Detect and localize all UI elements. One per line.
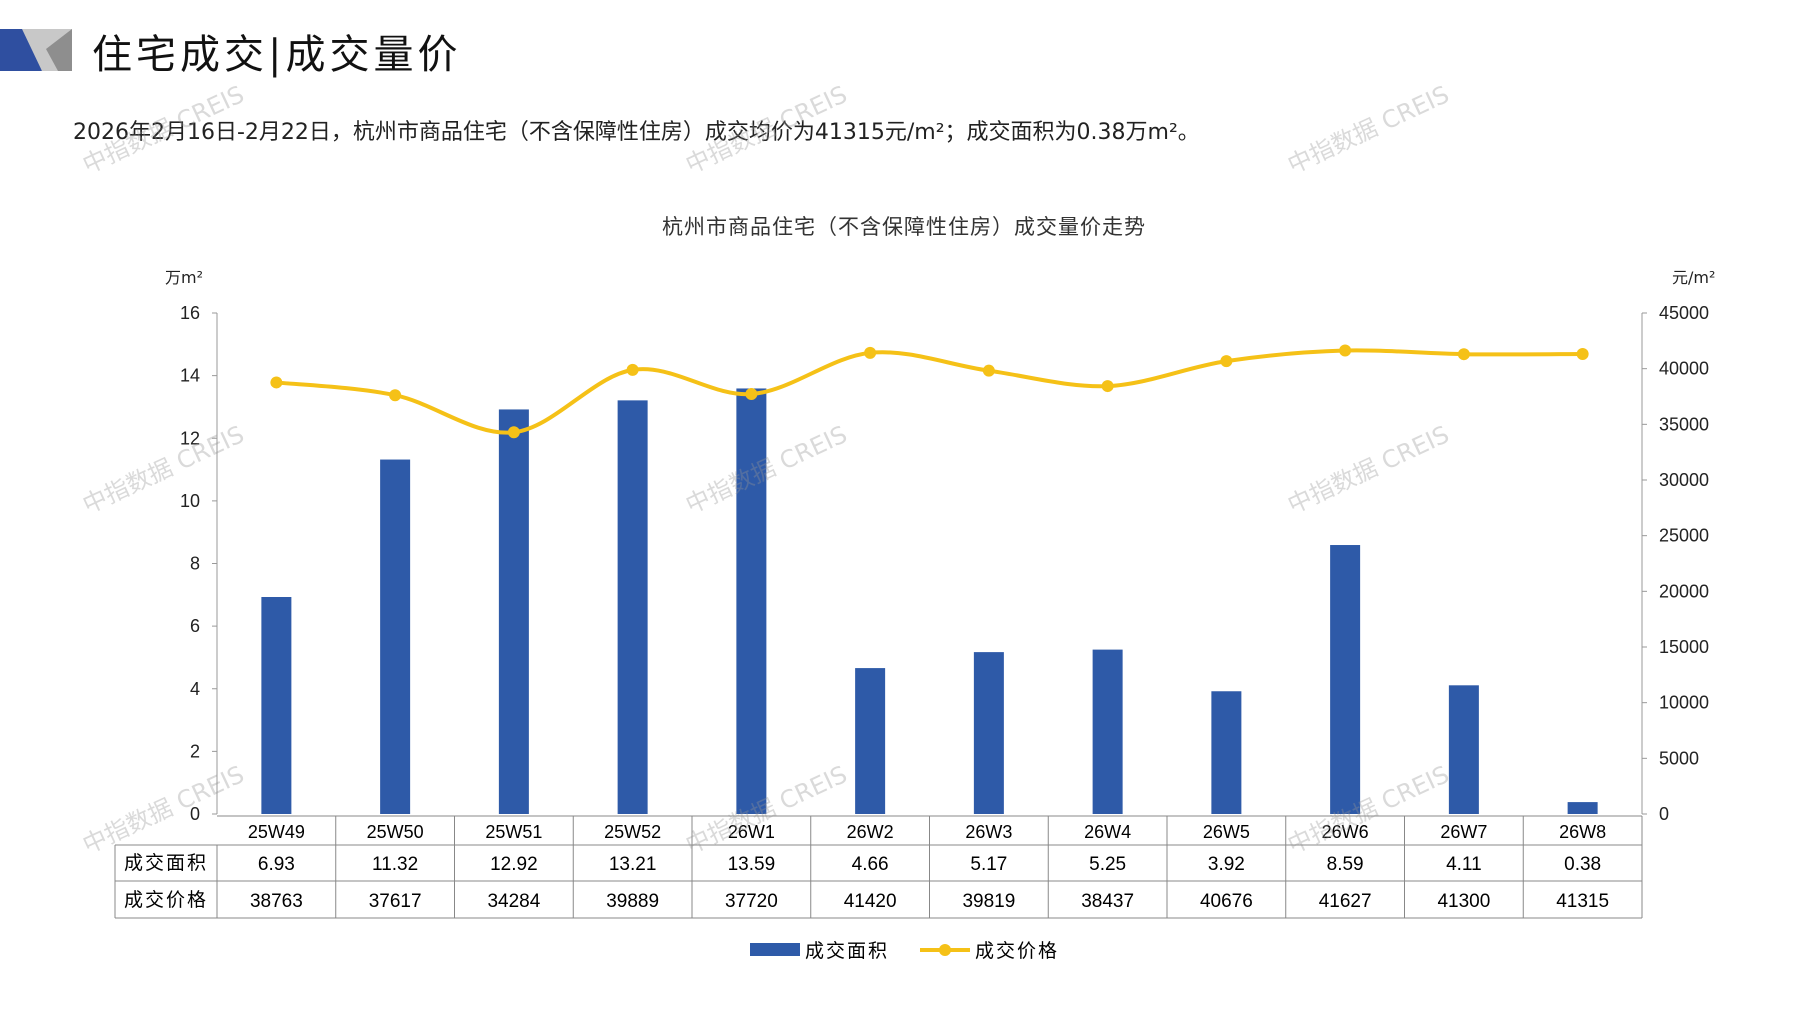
right-axis-unit: 元/m² [1672,268,1716,287]
area-value: 13.21 [609,854,657,875]
right-tick-label: 10000 [1659,693,1709,713]
area-value: 13.59 [728,854,776,875]
price-value: 40676 [1200,891,1253,912]
price-value: 39889 [606,891,659,912]
price-value: 37617 [369,891,422,912]
left-tick-label: 10 [180,491,200,511]
bar-25W50 [380,459,411,814]
table-row-label-price: 成交价格 [124,889,208,911]
category-label: 26W8 [1559,822,1606,842]
left-tick-label: 2 [190,741,200,761]
bar-25W51 [498,409,529,814]
left-axis-unit: 万m² [165,268,204,287]
section-logo [0,29,72,71]
area-value: 11.32 [372,854,418,875]
price-point-26W1 [745,388,758,401]
left-tick-label: 6 [190,616,200,636]
left-tick-label: 14 [180,366,200,386]
price-point-26W2 [864,346,877,359]
price-point-26W4 [1101,380,1114,393]
area-value: 3.92 [1208,854,1245,875]
bar-26W5 [1211,691,1242,814]
left-tick-label: 12 [180,428,200,448]
bar-26W6 [1330,545,1361,814]
price-value: 38437 [1081,891,1134,912]
left-tick-label: 0 [190,804,200,824]
right-tick-label: 45000 [1659,303,1709,323]
left-tick-label: 8 [190,554,200,574]
category-label: 25W51 [485,822,542,842]
right-tick-label: 35000 [1659,414,1709,434]
bar-26W8 [1567,802,1598,814]
price-value: 41420 [844,891,897,912]
legend-marker-price [939,944,951,956]
price-point-25W49 [270,376,283,389]
chart-title: 杭州市商品住宅（不含保障性住房）成交量价走势 [662,215,1146,239]
legend-label-area: 成交面积 [805,940,889,962]
category-label: 26W3 [965,822,1012,842]
left-tick-label: 4 [190,679,200,699]
price-point-26W7 [1457,348,1470,361]
area-value: 6.93 [258,854,295,875]
category-label: 25W50 [367,822,424,842]
price-point-25W51 [507,426,520,439]
area-value: 5.17 [970,854,1007,875]
price-value: 41627 [1319,891,1372,912]
bar-26W4 [1092,649,1123,814]
area-value: 4.11 [1446,854,1482,875]
bar-25W52 [617,400,648,814]
category-label: 25W49 [248,822,305,842]
price-point-26W8 [1576,348,1589,361]
price-value: 34284 [487,891,540,912]
category-label: 26W6 [1322,822,1369,842]
right-tick-label: 5000 [1659,748,1699,768]
bar-26W1 [736,388,767,814]
area-value: 4.66 [852,854,889,875]
right-tick-label: 20000 [1659,581,1709,601]
price-point-26W3 [982,364,995,377]
category-label: 26W4 [1084,822,1131,842]
right-tick-label: 25000 [1659,526,1709,546]
right-tick-label: 40000 [1659,359,1709,379]
right-tick-label: 30000 [1659,470,1709,490]
category-label: 25W52 [604,822,661,842]
category-label: 26W7 [1440,822,1487,842]
price-line [276,348,1583,435]
area-value: 8.59 [1327,854,1364,875]
area-value: 0.38 [1564,854,1601,875]
area-value: 5.25 [1089,854,1126,875]
category-label: 26W5 [1203,822,1250,842]
bar-25W49 [261,597,292,814]
price-value: 41300 [1437,891,1490,912]
legend-label-price: 成交价格 [975,940,1059,962]
price-value: 38763 [250,891,303,912]
left-tick-label: 16 [180,303,200,323]
price-point-25W50 [389,389,402,402]
price-value: 37720 [725,891,778,912]
category-label: 26W2 [847,822,894,842]
page-title: 住宅成交|成交量价 [92,32,462,78]
category-label: 26W1 [728,822,775,842]
price-point-26W5 [1220,355,1233,368]
right-tick-label: 15000 [1659,637,1709,657]
bar-26W7 [1448,685,1479,814]
summary-text: 2026年2月16日-2月22日，杭州市商品住宅（不含保障性住房）成交均价为41… [73,120,1200,145]
price-point-25W52 [626,363,639,376]
bar-26W3 [973,652,1004,814]
price-point-26W6 [1339,344,1352,357]
table-row-label-area: 成交面积 [124,852,208,874]
legend-swatch-area [750,943,800,956]
area-value: 12.92 [490,854,538,875]
price-value: 41315 [1556,891,1609,912]
bar-26W2 [855,668,886,814]
right-tick-label: 0 [1659,804,1669,824]
price-value: 39819 [962,891,1015,912]
